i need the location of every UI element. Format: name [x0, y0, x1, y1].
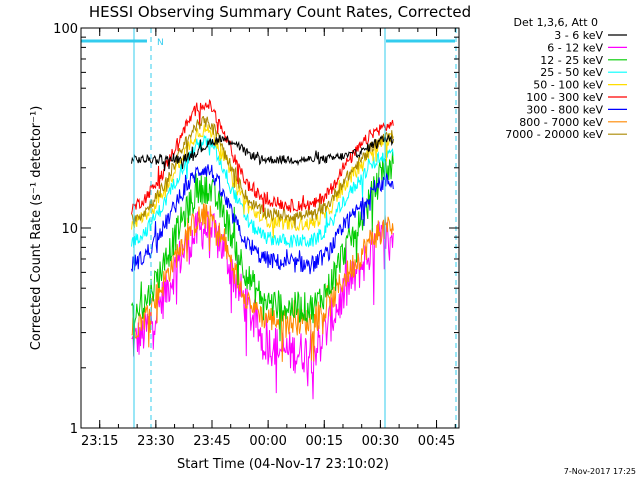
x-tick-label: 00:45 [418, 434, 455, 449]
ticks-layer: 23:15 23:30 23:45 00:00 00:15 00:30 00:45 1 10 10… [53, 22, 459, 449]
series-line-5 [131, 124, 394, 239]
y-tick-label: 1 [70, 422, 78, 437]
x-tick-label: 23:30 [137, 434, 174, 449]
x-tick-label: 00:00 [249, 434, 286, 449]
legend-label: 25 - 50 keV [540, 66, 603, 79]
y-tick-label: 100 [53, 22, 78, 37]
legend-label: 6 - 12 keV [547, 41, 603, 54]
x-tick-label: 23:15 [81, 434, 118, 449]
data-layer [131, 99, 394, 400]
x-tick-label: 23:45 [193, 434, 230, 449]
series-line-1 [131, 134, 394, 172]
legend-label: 300 - 800 keV [526, 103, 603, 116]
series-line-7 [131, 164, 394, 275]
legend-label: 50 - 100 keV [533, 79, 603, 92]
chart-title: HESSI Observing Summary Count Rates, Cor… [89, 3, 471, 21]
legend-label: 100 - 300 keV [526, 91, 603, 104]
legend-label: 800 - 7000 keV [519, 116, 603, 129]
series-line-8 [131, 203, 394, 362]
legend-label: 3 - 6 keV [554, 29, 603, 42]
legend-label: 7000 - 20000 keV [505, 128, 603, 141]
night-marker-label: N [157, 38, 164, 48]
orbit-layer: N [81, 28, 457, 428]
x-tick-label: 00:30 [362, 434, 399, 449]
series-line-6 [131, 99, 394, 215]
series-line-9 [131, 116, 394, 229]
legend-label: 12 - 25 keV [540, 54, 603, 67]
series-line-4 [131, 134, 394, 249]
legend-header: Det 1,3,6, Att 0 [514, 16, 598, 29]
series-line-2 [131, 211, 394, 400]
y-axis-label: Corrected Count Rate (s⁻¹ detector⁻¹) [29, 106, 44, 351]
y-tick-label: 10 [61, 222, 78, 237]
plot-frame [80, 27, 460, 429]
x-axis-label: Start Time (04-Nov-17 23:10:02) [177, 457, 389, 472]
footer-date: 7-Nov-2017 17:25 [564, 467, 636, 476]
series-line-3 [131, 151, 394, 356]
x-tick-label: 00:15 [306, 434, 343, 449]
